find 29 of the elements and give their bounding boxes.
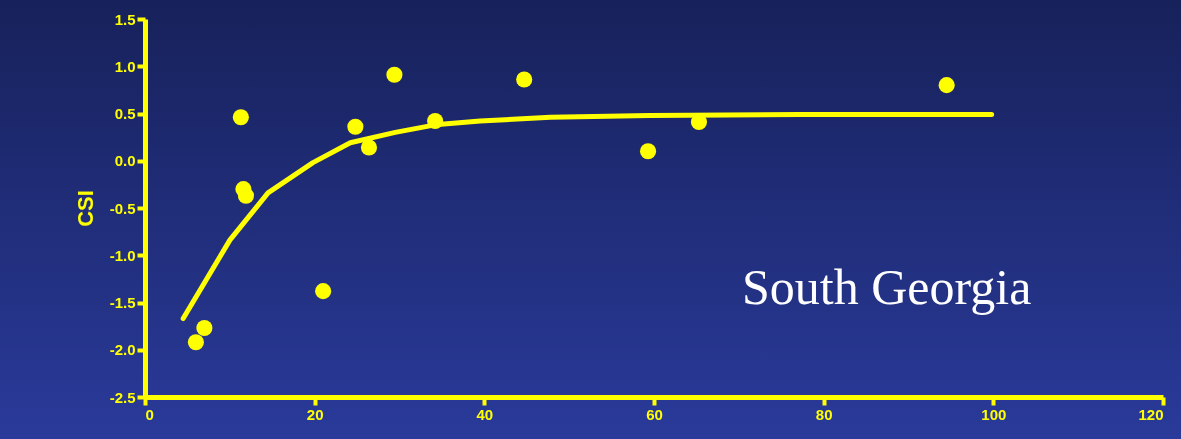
point — [516, 71, 533, 88]
y-tick-label: 1.5 — [114, 10, 136, 28]
point — [196, 319, 213, 337]
point — [640, 143, 657, 160]
x-tick-label: 100 — [981, 405, 1007, 423]
y-axis-title: CSI — [72, 190, 98, 227]
x-tick-label: 0 — [145, 405, 154, 423]
y-tick-label: 0.0 — [114, 152, 136, 170]
y-tick-label: -1.0 — [109, 246, 136, 264]
point — [315, 283, 332, 300]
point — [386, 66, 403, 83]
x-tick-label: 60 — [646, 405, 663, 423]
point — [237, 187, 255, 204]
y-tick-label: -2.0 — [109, 341, 136, 359]
point — [347, 118, 364, 135]
y-tick-label: 1.0 — [114, 57, 136, 75]
y-tick-label: 0.5 — [114, 105, 136, 122]
point — [360, 139, 378, 156]
y-tick-label: -2.5 — [109, 388, 136, 406]
point — [938, 77, 955, 94]
x-tick-label: 120 — [1138, 405, 1164, 423]
x-tick-label: 40 — [476, 405, 494, 423]
y-tick-label: -1.5 — [109, 294, 136, 311]
point — [232, 109, 249, 126]
x-tick-label: 80 — [815, 405, 833, 423]
y-tick-label: -0.5 — [109, 199, 136, 217]
point — [187, 334, 204, 351]
annotation: South Georgia — [742, 258, 1032, 316]
x-tick-label: 20 — [306, 405, 324, 423]
